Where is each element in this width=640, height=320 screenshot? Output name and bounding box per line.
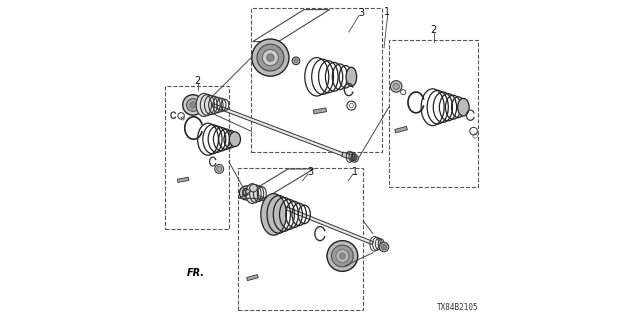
Text: 2: 2 <box>431 25 436 36</box>
Ellipse shape <box>346 67 356 86</box>
Circle shape <box>250 184 257 192</box>
FancyArrow shape <box>246 275 259 281</box>
Circle shape <box>292 57 300 65</box>
Polygon shape <box>212 103 343 156</box>
Circle shape <box>187 99 200 111</box>
Circle shape <box>257 44 284 71</box>
Ellipse shape <box>261 194 287 235</box>
Text: 1: 1 <box>384 7 390 17</box>
Circle shape <box>252 39 289 76</box>
Circle shape <box>393 83 399 90</box>
Polygon shape <box>249 192 373 245</box>
Circle shape <box>216 166 222 172</box>
Circle shape <box>390 81 402 92</box>
Text: 3: 3 <box>307 167 314 177</box>
Circle shape <box>332 245 353 267</box>
Circle shape <box>336 250 349 262</box>
Circle shape <box>327 241 358 271</box>
Ellipse shape <box>196 93 211 116</box>
Circle shape <box>379 242 389 252</box>
Text: 1: 1 <box>352 167 358 177</box>
Text: 3: 3 <box>358 8 365 19</box>
Circle shape <box>262 50 278 66</box>
FancyArrow shape <box>177 177 189 182</box>
Circle shape <box>243 189 251 197</box>
Circle shape <box>266 54 274 61</box>
Text: FR.: FR. <box>187 268 205 278</box>
Polygon shape <box>342 152 353 160</box>
Text: 2: 2 <box>195 76 201 86</box>
Ellipse shape <box>246 184 259 204</box>
FancyArrow shape <box>313 108 326 114</box>
Circle shape <box>294 59 298 63</box>
Circle shape <box>381 244 387 250</box>
Circle shape <box>351 155 358 162</box>
FancyArrow shape <box>395 126 408 133</box>
Circle shape <box>183 95 204 115</box>
Ellipse shape <box>229 132 241 147</box>
Circle shape <box>353 156 356 160</box>
Circle shape <box>215 164 224 173</box>
Circle shape <box>339 253 346 259</box>
Circle shape <box>239 186 253 200</box>
Text: TX84B2105: TX84B2105 <box>436 303 479 312</box>
Circle shape <box>189 102 196 108</box>
Ellipse shape <box>458 99 469 116</box>
